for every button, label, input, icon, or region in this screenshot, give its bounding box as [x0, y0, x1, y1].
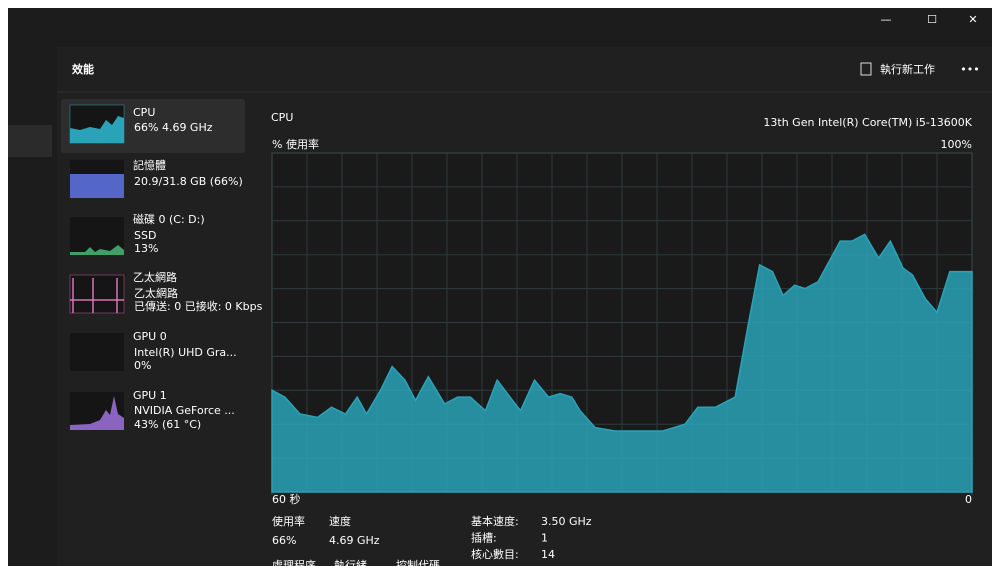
window-control[interactable]: — [881, 13, 892, 26]
y-axis-label: % 使用率 [272, 137, 319, 151]
item-detail: 66% 4.69 GHz [134, 121, 213, 134]
thumb-gpu0 [70, 333, 124, 371]
header-title: 效能 [72, 62, 94, 76]
cpu-model: 13th Gen Intel(R) Core(TM) i5-13600K [763, 116, 972, 129]
window-control[interactable]: ✕ [968, 13, 977, 26]
stat-label: 控制代碼 [396, 558, 440, 566]
item-detail: 0% [134, 359, 151, 372]
item-detail: Intel(R) UHD Gra... [134, 346, 237, 359]
item-detail: SSD [134, 229, 156, 242]
run-task-icon[interactable] [860, 62, 872, 76]
stat-label: 處理程序 [272, 558, 316, 566]
item-detail: 乙太網路 [134, 286, 178, 300]
thumbnails [69, 104, 125, 430]
x-tick-label: 0 [965, 493, 972, 506]
detail-label: 基本速度: [471, 514, 519, 528]
thumb-net-lines [70, 278, 124, 313]
graph-title: CPU [271, 111, 293, 124]
thumb-cpu-area [70, 116, 124, 143]
detail-label: 插槽: [471, 531, 497, 545]
item-name[interactable]: 記憶體 [133, 158, 166, 172]
thumb-disk-area [70, 245, 124, 255]
stat-value: 66% [272, 534, 296, 547]
window-control[interactable]: ☐ [927, 13, 937, 26]
y-tick-label: 100% [941, 138, 972, 151]
detail-value: 3.50 GHz [541, 515, 592, 528]
item-detail: NVIDIA GeForce ... [134, 404, 235, 417]
item-name[interactable]: 磁碟 0 (C: D:) [133, 213, 205, 226]
item-name[interactable]: GPU 1 [133, 389, 167, 402]
x-tick-label: 60 秒 [272, 492, 301, 506]
stat-label: 速度 [329, 514, 351, 528]
item-detail: 20.9/31.8 GB (66%) [134, 175, 243, 188]
item-name[interactable]: CPU [133, 106, 155, 119]
thumb-net [69, 274, 125, 314]
item-name[interactable]: 乙太網路 [133, 270, 177, 284]
detail-value: 1 [541, 532, 548, 545]
item-detail: 13% [134, 242, 158, 255]
stat-value: 4.69 GHz [329, 534, 380, 547]
item-name[interactable]: GPU 0 [133, 330, 167, 343]
run-task[interactable]: 執行新工作 [880, 62, 935, 76]
cpu-area [271, 233, 973, 493]
thumb-gpu1-area [70, 396, 124, 430]
thumb-mem-area [70, 174, 124, 198]
stat-label: 使用率 [272, 514, 305, 528]
nav-selected[interactable] [8, 125, 52, 157]
stat-label: 執行緒 [334, 558, 367, 566]
detail-value: 14 [541, 548, 555, 561]
more-menu[interactable]: ••• [960, 63, 979, 76]
detail-label: 核心數目: [471, 547, 519, 561]
item-detail: 43% (61 °C) [134, 418, 201, 431]
item-detail: 已傳送: 0 已接收: 0 Kbps [134, 299, 263, 313]
